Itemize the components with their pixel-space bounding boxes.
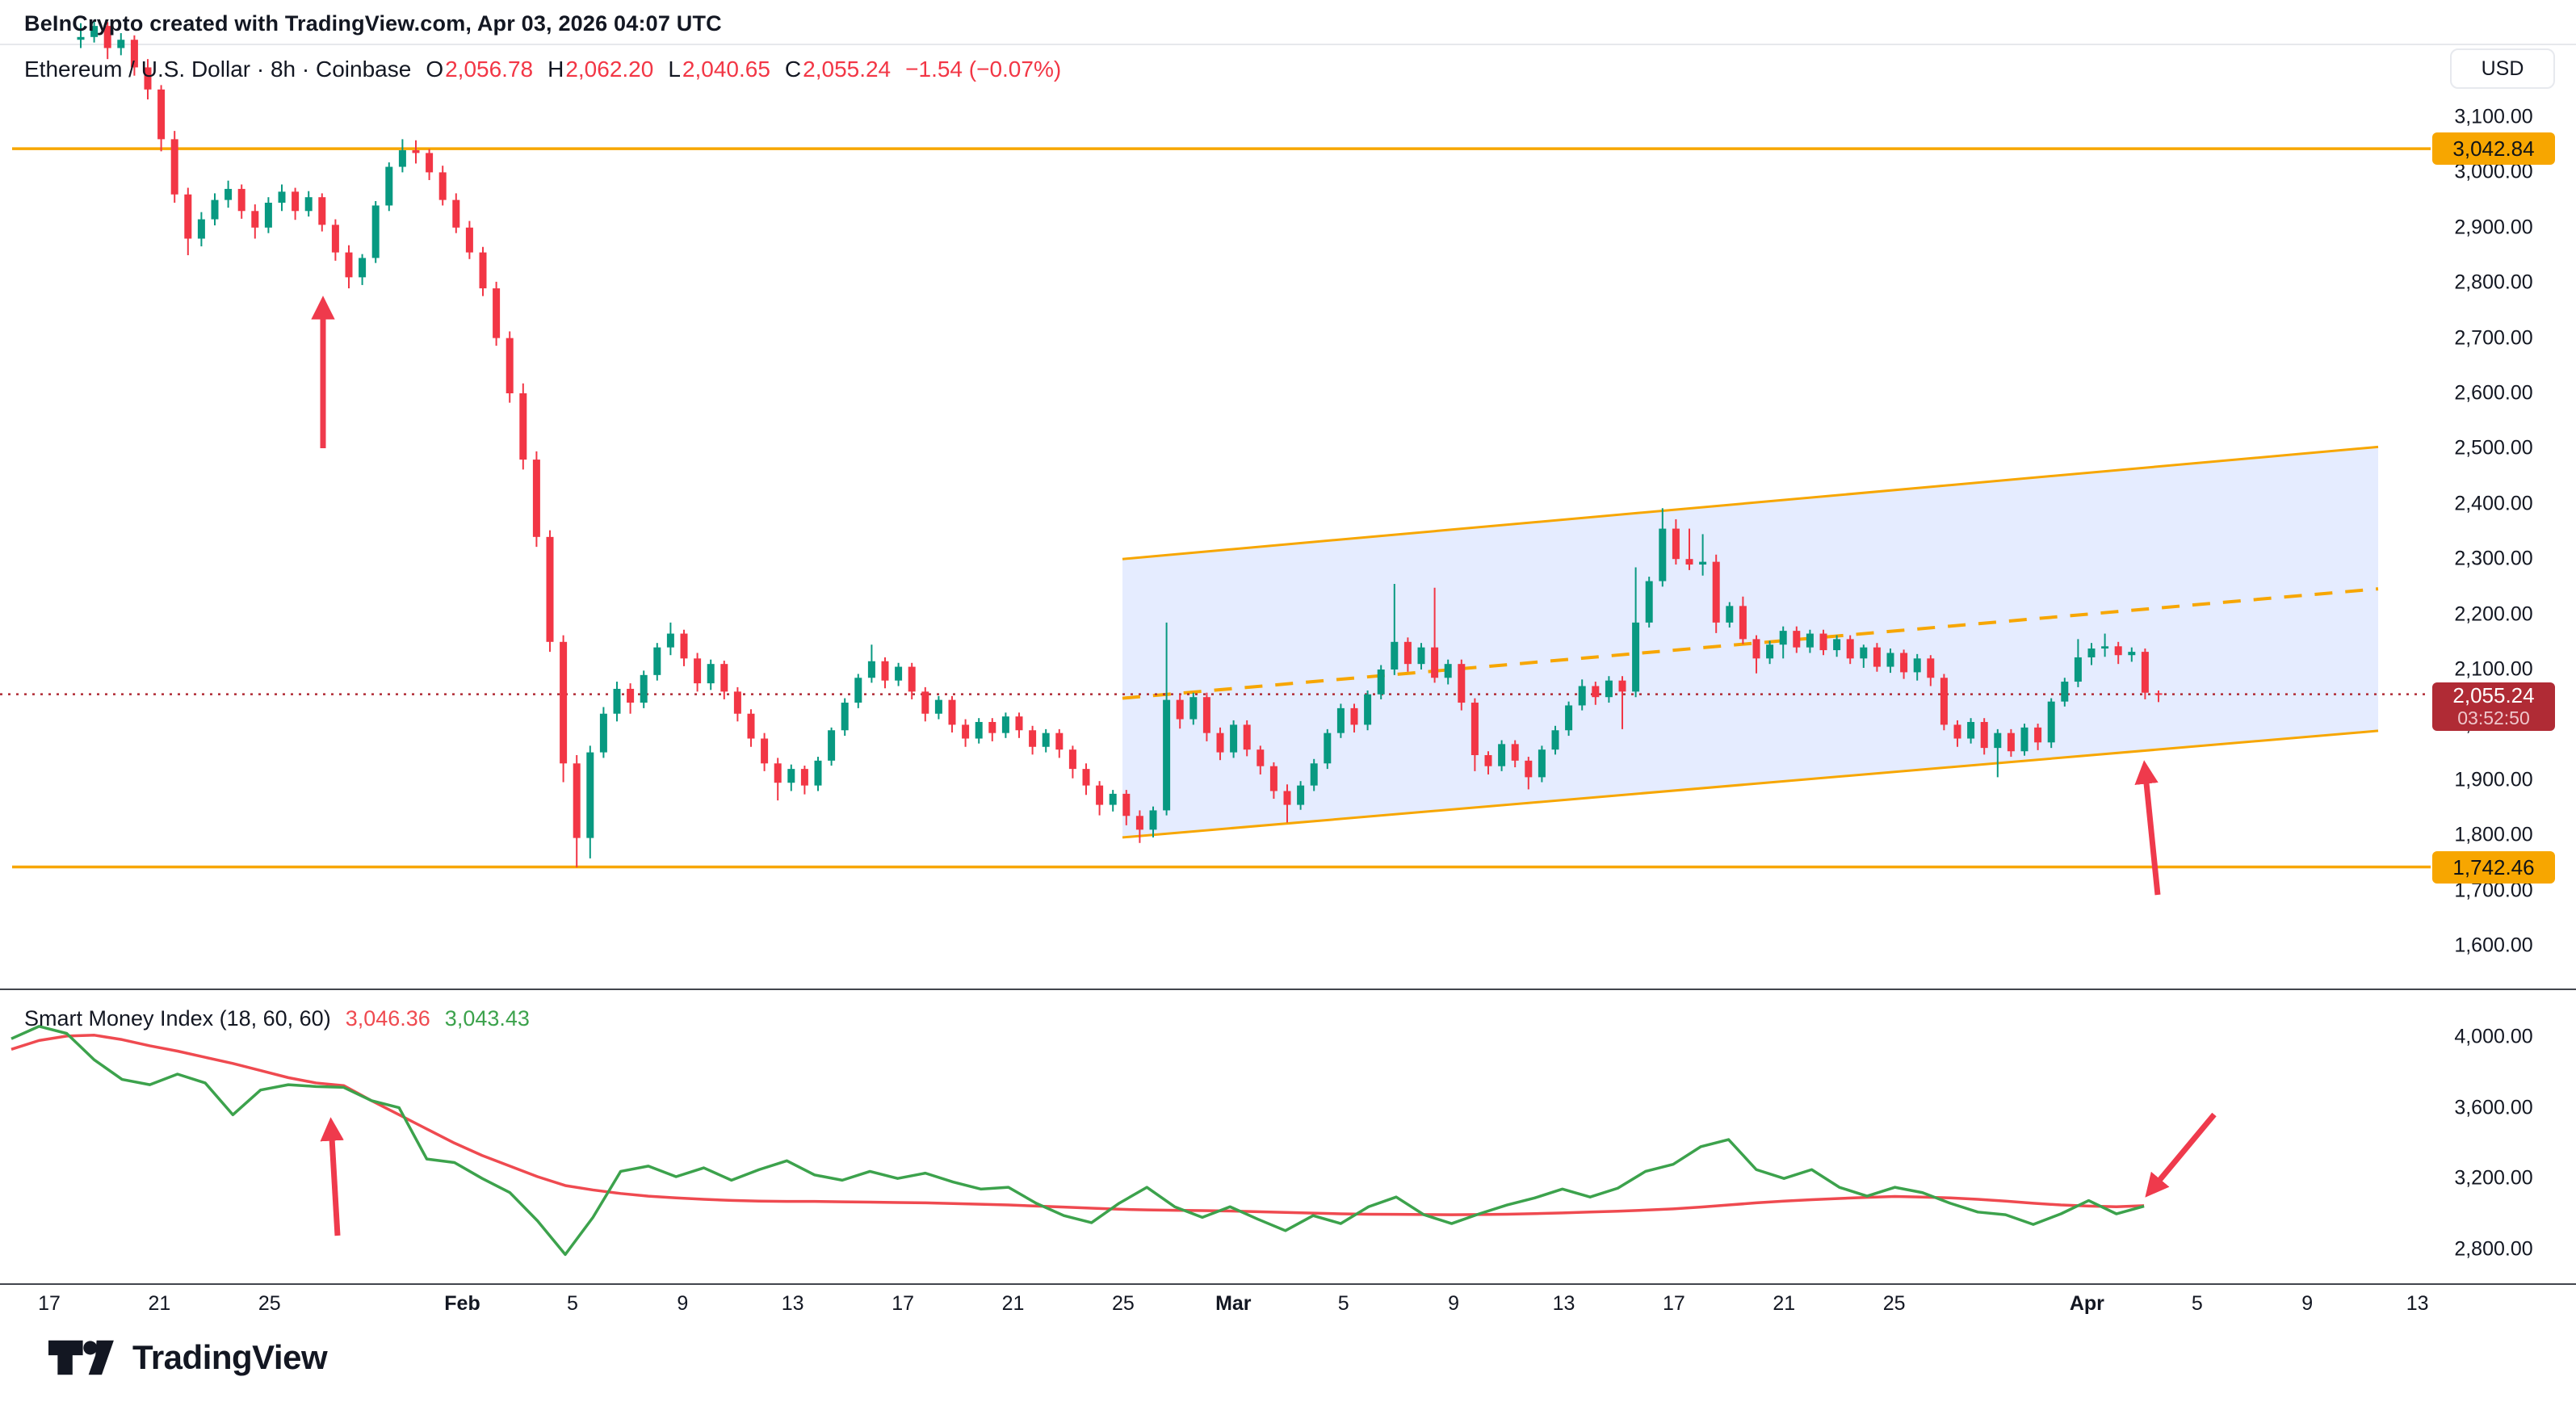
time-tick: Apr	[2069, 1292, 2104, 1315]
time-tick: 5	[1337, 1292, 1349, 1315]
last-price-value: 2,055.24	[2452, 683, 2535, 707]
candle-countdown: 03:52:50	[2457, 707, 2530, 728]
attribution-text: BeInCrypto created with TradingView.com,…	[24, 11, 722, 36]
price-tick: 1,600.00	[2454, 934, 2533, 957]
time-tick: 13	[781, 1292, 804, 1315]
indicator-header: Smart Money Index (18, 60, 60) 3,046.36 …	[24, 1006, 530, 1031]
time-tick: 13	[1552, 1292, 1575, 1315]
time-tick: 17	[1662, 1292, 1685, 1315]
time-tick: 5	[2191, 1292, 2203, 1315]
ascending-channel[interactable]	[1122, 445, 2379, 839]
price-tick: 2,600.00	[2454, 381, 2533, 405]
price-tick: 2,700.00	[2454, 326, 2533, 350]
time-tick: Feb	[444, 1292, 480, 1315]
price-tick: 1,900.00	[2454, 768, 2533, 791]
price-tick: 2,200.00	[2454, 602, 2533, 626]
time-tick: 21	[1773, 1292, 1796, 1315]
time-tick: 25	[258, 1292, 281, 1315]
tradingview-logo-icon	[48, 1340, 114, 1375]
time-tick: 13	[2406, 1292, 2429, 1315]
change-value: −1.54 (−0.07%)	[905, 57, 1062, 82]
indicator-slow-value: 3,043.43	[444, 1006, 530, 1031]
price-tick: 2,400.00	[2454, 492, 2533, 515]
time-tick: 25	[1882, 1292, 1906, 1315]
indicator-tick: 4,000.00	[2454, 1025, 2533, 1048]
price-tick: 3,100.00	[2454, 105, 2533, 128]
time-tick: 21	[148, 1292, 171, 1315]
ohlc-high: H 2,062.20	[548, 57, 654, 82]
time-tick: Mar	[1215, 1292, 1252, 1315]
main-right-up-arrow	[2134, 760, 2161, 896]
indicator-tick: 3,200.00	[2454, 1166, 2533, 1190]
smi-right-down-arrow	[2145, 1112, 2217, 1198]
time-tick: 17	[38, 1292, 61, 1315]
smi-slow-line	[10, 1025, 2145, 1257]
indicator-tick: 3,600.00	[2454, 1096, 2533, 1119]
time-tick: 9	[2301, 1292, 2314, 1315]
price-tick: 2,900.00	[2454, 216, 2533, 239]
price-tick: 1,800.00	[2454, 823, 2533, 846]
currency-toggle-button[interactable]: USD	[2450, 48, 2555, 89]
indicator-fast-value: 3,046.36	[345, 1006, 430, 1031]
price-tick: 2,500.00	[2454, 436, 2533, 460]
indicator-title[interactable]: Smart Money Index (18, 60, 60)	[24, 1006, 331, 1031]
tradingview-logo-text: TradingView	[132, 1338, 328, 1376]
smi-left-up-arrow	[320, 1117, 344, 1236]
time-tick: 9	[677, 1292, 689, 1315]
support-price-label: 1,742.46	[2432, 850, 2555, 884]
price-tick: 2,800.00	[2454, 271, 2533, 294]
time-tick: 17	[892, 1292, 914, 1315]
time-tick: 25	[1111, 1292, 1135, 1315]
last-price-label: 2,055.24 03:52:50	[2432, 682, 2555, 731]
price-tick: 2,100.00	[2454, 657, 2533, 681]
ohlc-low: L 2,040.65	[668, 57, 770, 82]
ohlc-open: O 2,056.78	[426, 57, 534, 82]
time-tick: 5	[566, 1292, 578, 1315]
candlestick-series	[77, 20, 2163, 867]
price-tick: 2,300.00	[2454, 547, 2533, 570]
symbol-header: Ethereum / U.S. Dollar · 8h · Coinbase O…	[24, 57, 1061, 82]
time-tick: 9	[1448, 1292, 1460, 1315]
tradingview-logo: TradingView	[48, 1334, 328, 1381]
ohlc-close: C 2,055.24	[784, 57, 892, 82]
resistance-price-label: 3,042.84	[2432, 132, 2555, 166]
indicator-tick: 2,800.00	[2454, 1237, 2533, 1261]
symbol-title[interactable]: Ethereum / U.S. Dollar · 8h · Coinbase	[24, 57, 412, 82]
time-tick: 21	[1001, 1292, 1025, 1315]
